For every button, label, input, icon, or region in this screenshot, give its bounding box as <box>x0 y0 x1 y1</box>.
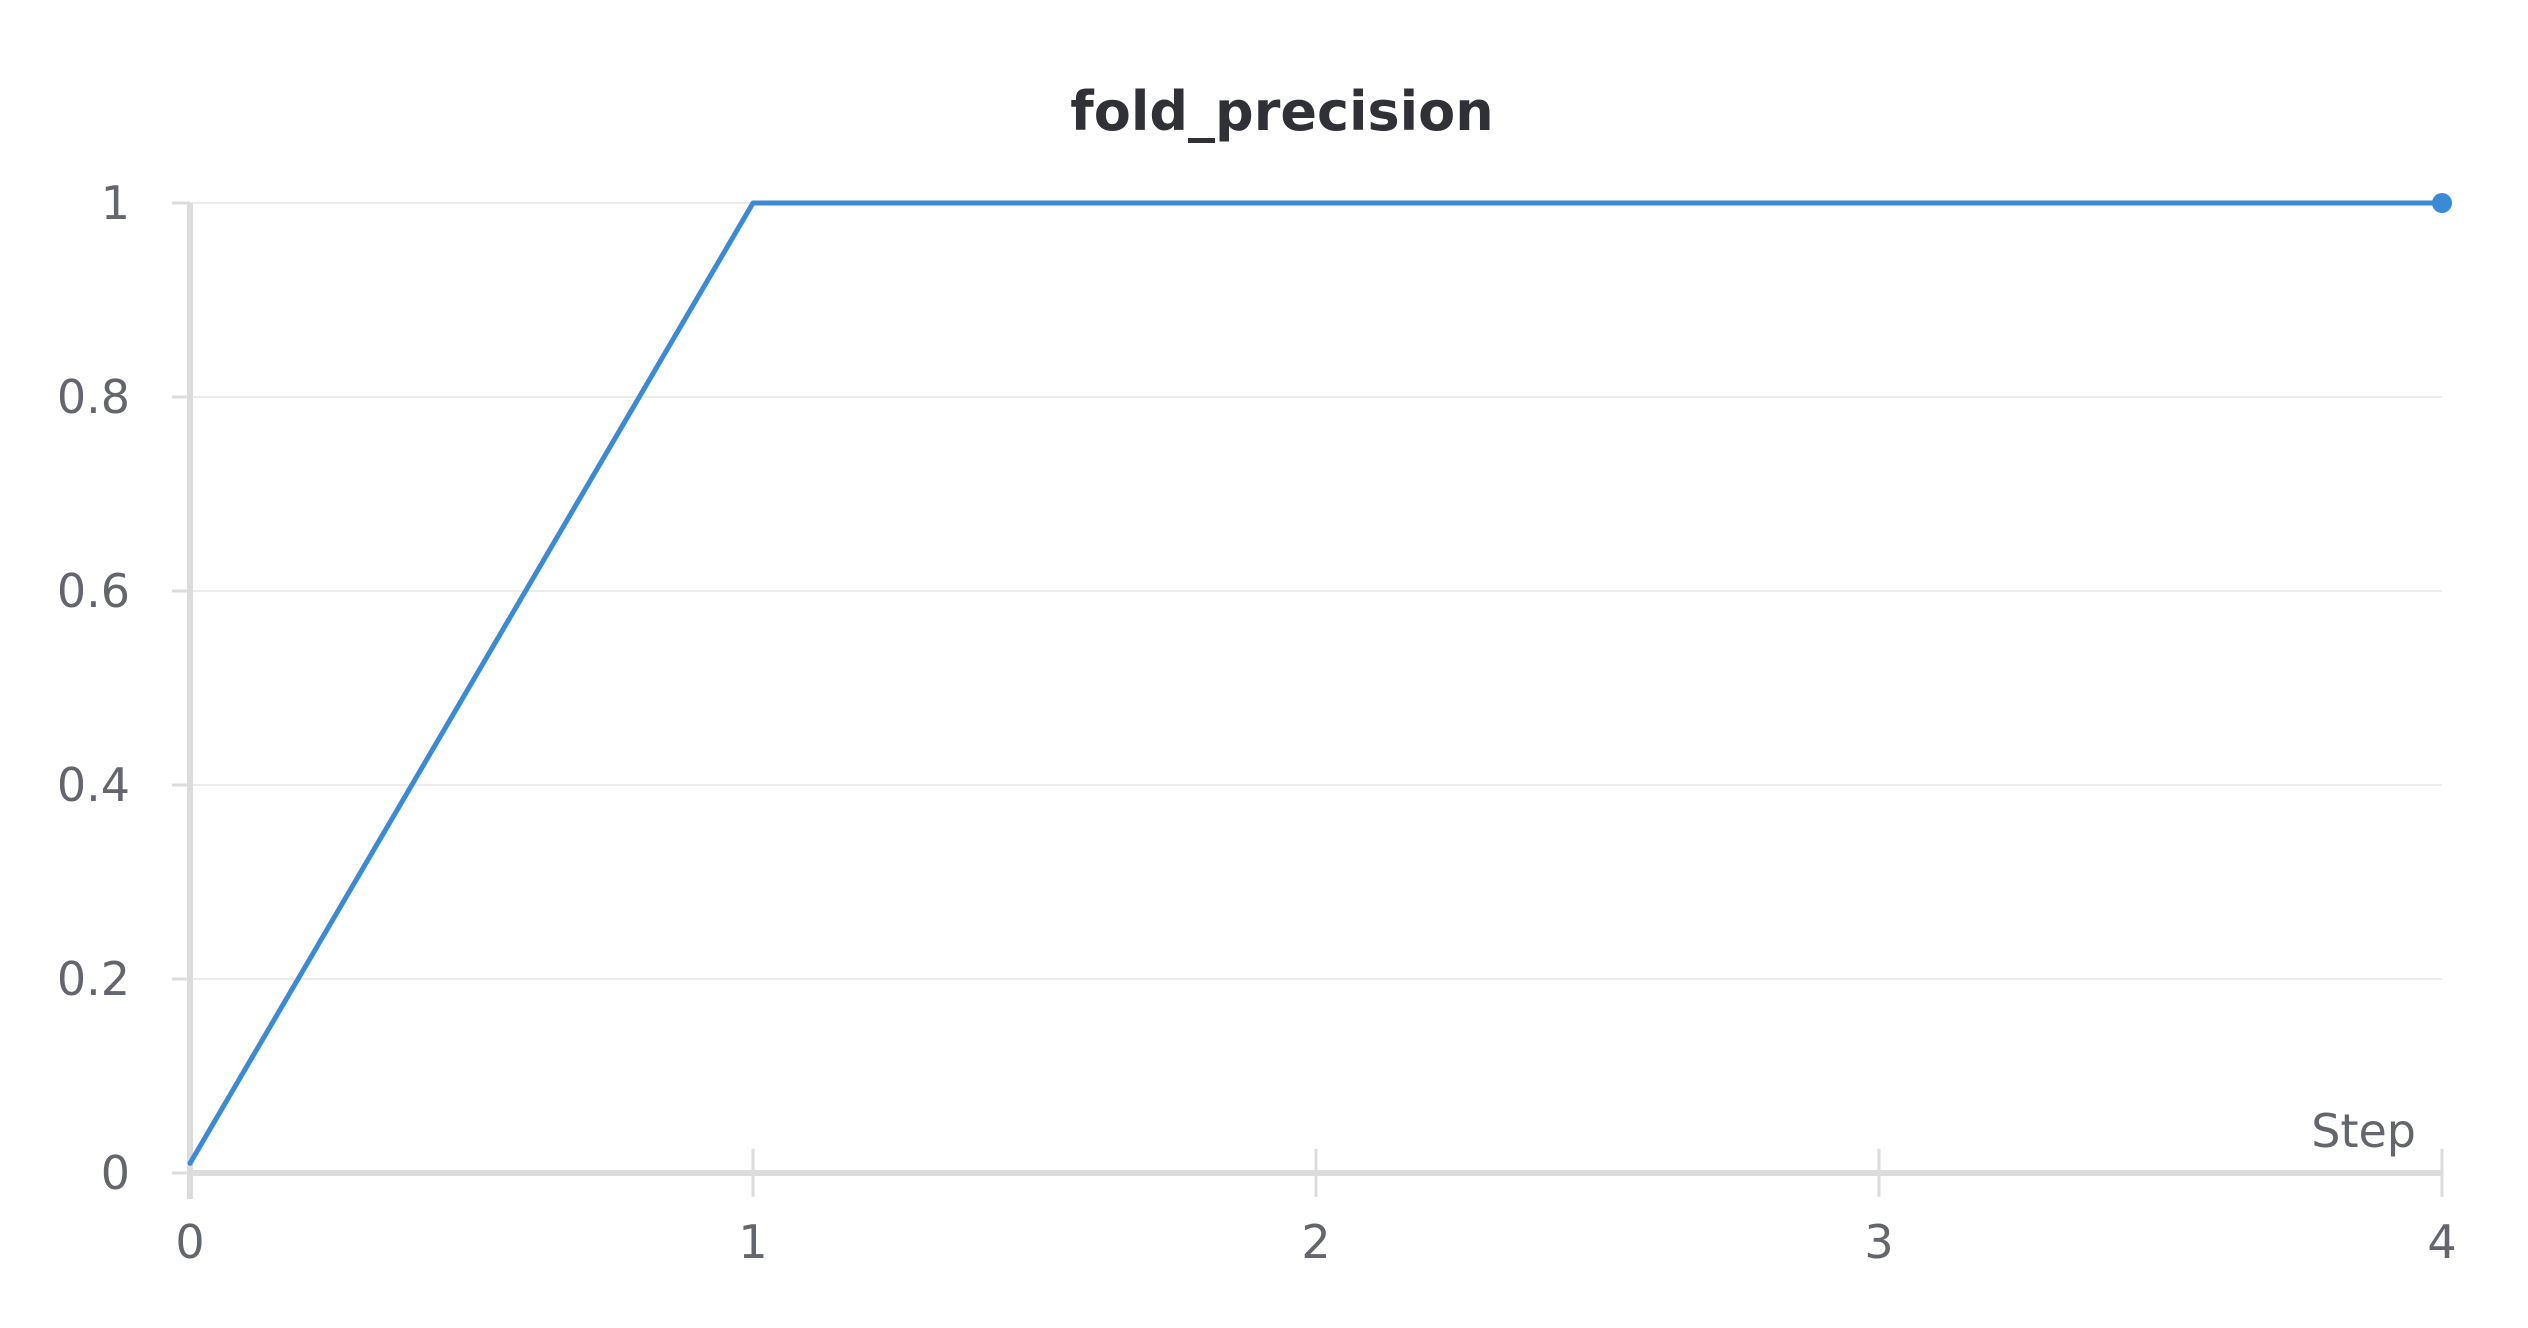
x-axis-label: Step <box>2311 1104 2416 1158</box>
x-tick-label: 2 <box>1301 1215 1330 1269</box>
x-tick-label: 1 <box>738 1215 767 1269</box>
y-tick-label: 0.8 <box>57 370 130 424</box>
chart-title: fold_precision <box>1070 80 1493 143</box>
x-tick-label: 3 <box>1864 1215 1893 1269</box>
y-tick-label: 0 <box>101 1146 130 1200</box>
y-tick-label: 0.4 <box>57 758 130 812</box>
series-layer <box>187 193 2452 1166</box>
tick-labels: 0 0.2 0.4 0.6 0.8 1 0 1 2 3 4 <box>57 176 2457 1269</box>
series-line <box>187 200 2445 1166</box>
y-tick-label: 0.2 <box>57 952 130 1006</box>
y-tick-label: 1 <box>101 176 130 230</box>
y-tick-label: 0.6 <box>57 564 130 618</box>
x-tick-label: 0 <box>175 1215 204 1269</box>
axes <box>172 201 2444 1199</box>
series-end-point <box>2432 193 2452 213</box>
x-tick-label: 4 <box>2427 1215 2456 1269</box>
